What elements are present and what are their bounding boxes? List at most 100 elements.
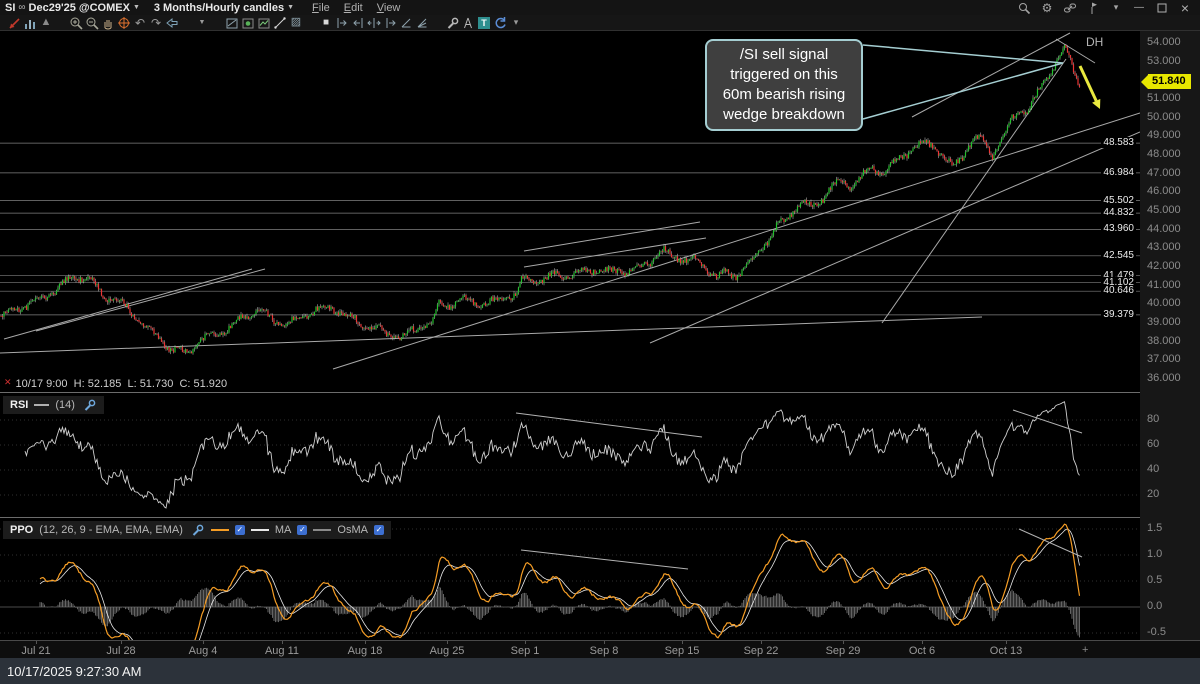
callout-pointer-line [862,44,1064,64]
trendline[interactable] [649,131,1141,344]
menu-view[interactable]: View [376,1,401,14]
link-charts-icon[interactable] [1063,1,1077,15]
candlestick-canvas[interactable] [0,31,1141,392]
ppo-trendline[interactable] [520,549,689,570]
price-tick-label: 45.000 [1147,203,1181,216]
menu-file[interactable]: File [312,1,330,14]
pin-menu-icon[interactable]: ▾ [1113,2,1119,12]
date-tick [447,641,448,644]
undo-icon[interactable]: ↶ [134,15,146,30]
rsi-trendline[interactable] [515,412,703,438]
price-level-value: 39.379 [1101,308,1136,320]
rsi-panel[interactable]: RSI (14) [0,392,1200,517]
rsi-tick-label: 20 [1147,488,1160,500]
rsi-period-label: (14) [55,399,75,411]
measure-tool-icon[interactable] [460,16,476,30]
trendline[interactable] [523,237,707,268]
price-tick-label: 53.000 [1147,54,1181,67]
menu-edit[interactable]: Edit [343,1,363,14]
center-bars-icon[interactable] [366,16,382,30]
ppo-line-checkbox[interactable] [234,525,245,535]
continuous-contract-icon: ∞ [18,2,26,13]
drawing-menu-icon[interactable]: ▼ [198,19,206,26]
expand-bars-right-icon[interactable] [350,16,366,30]
pan-hand-icon[interactable] [100,16,116,30]
regression-tool-icon[interactable]: ▨ [290,16,302,28]
date-tick [682,641,683,644]
maximize-icon[interactable] [1155,1,1169,15]
ppo-tick-label: -0.5 [1147,626,1166,638]
price-axis[interactable]: 54.00053.00052.00051.00050.00049.00048.0… [1140,31,1200,640]
rsi-study-chip[interactable]: RSI (14) [3,396,104,414]
shift-bars-icon[interactable] [382,16,398,30]
drawing-toolbar: ▲ ↶ ↷ ▼ ▨ ■ T ▾ [0,15,1200,31]
sell-signal-callout[interactable]: /SI sell signal triggered on this 60m be… [705,39,863,131]
trendline[interactable] [0,316,983,354]
callout-pointer-line [862,62,1064,120]
trendline[interactable] [523,221,701,252]
toolbar-group-3: ▨ [224,16,304,30]
settings-gear-icon[interactable]: ⚙ [1041,0,1053,15]
ppo-osma-checkbox[interactable] [373,525,384,535]
price-level-value: 41.102 [1101,276,1136,288]
sell-arrow[interactable] [1078,65,1098,102]
pattern-tool-icon[interactable] [224,16,240,30]
angle-tool-2-icon[interactable] [414,16,430,30]
trendline[interactable] [332,112,1141,370]
refresh-icon[interactable] [492,16,508,30]
pin-window-icon[interactable] [1086,1,1100,15]
price-tick-label: 47.000 [1147,166,1181,179]
rsi-canvas[interactable] [0,393,1140,518]
zoom-in-icon[interactable] [68,16,84,30]
main-price-chart[interactable]: 48.583 46.984 45.502 44.832 43.960 42.545 41.4… [0,31,1200,392]
trendline[interactable] [35,268,266,332]
settings-wrench-icon[interactable] [444,16,460,30]
contract-label[interactable]: Dec29'25 @COMEX [28,1,130,14]
ppo-tick-label: 0.0 [1147,600,1163,612]
ppo-line-sample [210,529,229,531]
timeframe-selector[interactable]: 3 Months/Hourly candles [153,1,285,14]
trendline[interactable] [1055,38,1096,64]
ppo-settings-wrench-icon[interactable] [189,523,205,537]
bar-chart-icon[interactable] [22,16,38,30]
last-price-bug[interactable]: 51.840 [1141,74,1191,90]
clock-readout: 10/17/2025 9:27:30 AM [7,663,142,679]
ppo-canvas[interactable] [0,518,1140,679]
selection-box-icon[interactable]: ■ [322,16,330,28]
window-controls: ⚙ ▾ — × [1017,1,1192,15]
contract-caret-icon[interactable]: ▼ [132,4,140,11]
area-chart-icon[interactable]: ▲ [40,16,52,28]
time-axis[interactable]: Jul 21 Jul 28 Aug 4 Aug 11 Aug 18 Aug 25 Sep 1… [0,640,1200,658]
zoom-out-icon[interactable] [84,16,100,30]
refresh-menu-icon[interactable]: ▾ [513,17,519,27]
draw-arrow-icon[interactable] [6,16,22,30]
expand-bars-left-icon[interactable] [334,16,350,30]
callout-line: triggered on this [730,65,838,83]
ppo-osma-line-sample [313,529,332,531]
timeframe-caret-icon[interactable]: ▼ [287,4,295,11]
angle-tool-icon[interactable] [398,16,414,30]
symbol-label[interactable]: SI [5,1,16,14]
strategy-tool-icon[interactable] [240,16,256,30]
crosshair-icon[interactable] [116,16,132,30]
ppo-study-chip[interactable]: PPO (12, 26, 9 - EMA, EMA, EMA) MA OsMA [3,521,391,539]
ppo-ma-checkbox[interactable] [297,525,308,535]
date-label: Sep 22 [743,645,779,657]
rsi-settings-wrench-icon[interactable] [81,398,97,412]
toolbar-group-4: ■ [318,16,430,30]
trendline[interactable] [911,32,1071,118]
ppo-panel[interactable]: PPO (12, 26, 9 - EMA, EMA, EMA) MA OsMA [0,517,1200,679]
trendline[interactable] [881,58,1067,324]
rsi-label: RSI [10,399,29,411]
trendline-tool-icon[interactable] [272,16,288,30]
chart-search-icon[interactable] [1017,1,1031,15]
rsi-trendline[interactable] [1012,409,1083,434]
study-tool-icon[interactable] [256,16,272,30]
redo-icon[interactable]: ↷ [150,15,162,30]
close-study-icon[interactable]: ✕ [4,377,12,387]
prev-view-icon[interactable] [164,16,180,30]
text-note-icon[interactable]: T [476,16,492,30]
close-icon[interactable]: × [1180,0,1190,16]
ppo-trendline[interactable] [1018,528,1083,558]
minimize-icon[interactable]: — [1134,1,1144,13]
